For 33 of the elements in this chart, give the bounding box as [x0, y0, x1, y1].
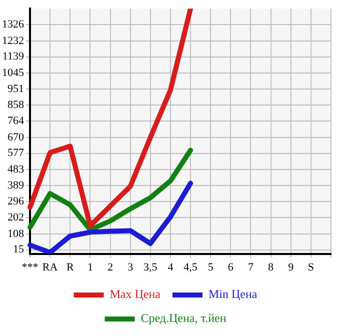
y-tick-label: 389 [8, 180, 24, 192]
x-tick-label: 7 [248, 261, 254, 274]
legend-label: Max Цена [110, 287, 162, 302]
y-tick-label: 108 [8, 228, 24, 240]
x-tick-label: R [66, 261, 74, 274]
x-tick-label: 1 [87, 261, 93, 274]
y-tick-label: 577 [8, 147, 24, 160]
x-tick-label: 4 [168, 261, 174, 274]
x-tick-label: 4,5 [184, 261, 198, 274]
x-tick-label: 3 [128, 261, 134, 274]
x-tick-label: 6 [228, 261, 234, 274]
y-tick-label: 1045 [2, 66, 24, 79]
y-tick-label: 670 [8, 131, 24, 144]
y-tick-label: 15 [13, 244, 24, 256]
x-tick-label: *** [22, 261, 38, 274]
x-tick-label: 3,5 [144, 261, 158, 274]
legend-label: Сред.Цена, т.йен [140, 311, 227, 326]
y-tick-label: 202 [8, 212, 24, 224]
x-tick-label: 9 [288, 261, 294, 274]
y-tick-label: 1139 [2, 50, 24, 63]
x-tick-label: 2 [108, 261, 114, 274]
y-tick-label: 764 [8, 115, 24, 128]
x-tick-label: 8 [268, 261, 274, 274]
x-tick-label: S [308, 261, 314, 274]
y-tick-label: 1326 [2, 18, 24, 31]
y-tick-label: 296 [8, 195, 24, 208]
y-tick-label: 951 [8, 83, 24, 96]
y-tick-label: 858 [8, 98, 24, 111]
x-tick-label: 5 [208, 261, 214, 274]
legend-label: Min Цена [208, 287, 258, 302]
x-tick-label: RA [42, 261, 58, 274]
y-tick-label: 483 [8, 163, 24, 176]
y-tick-label: 1232 [2, 34, 24, 47]
